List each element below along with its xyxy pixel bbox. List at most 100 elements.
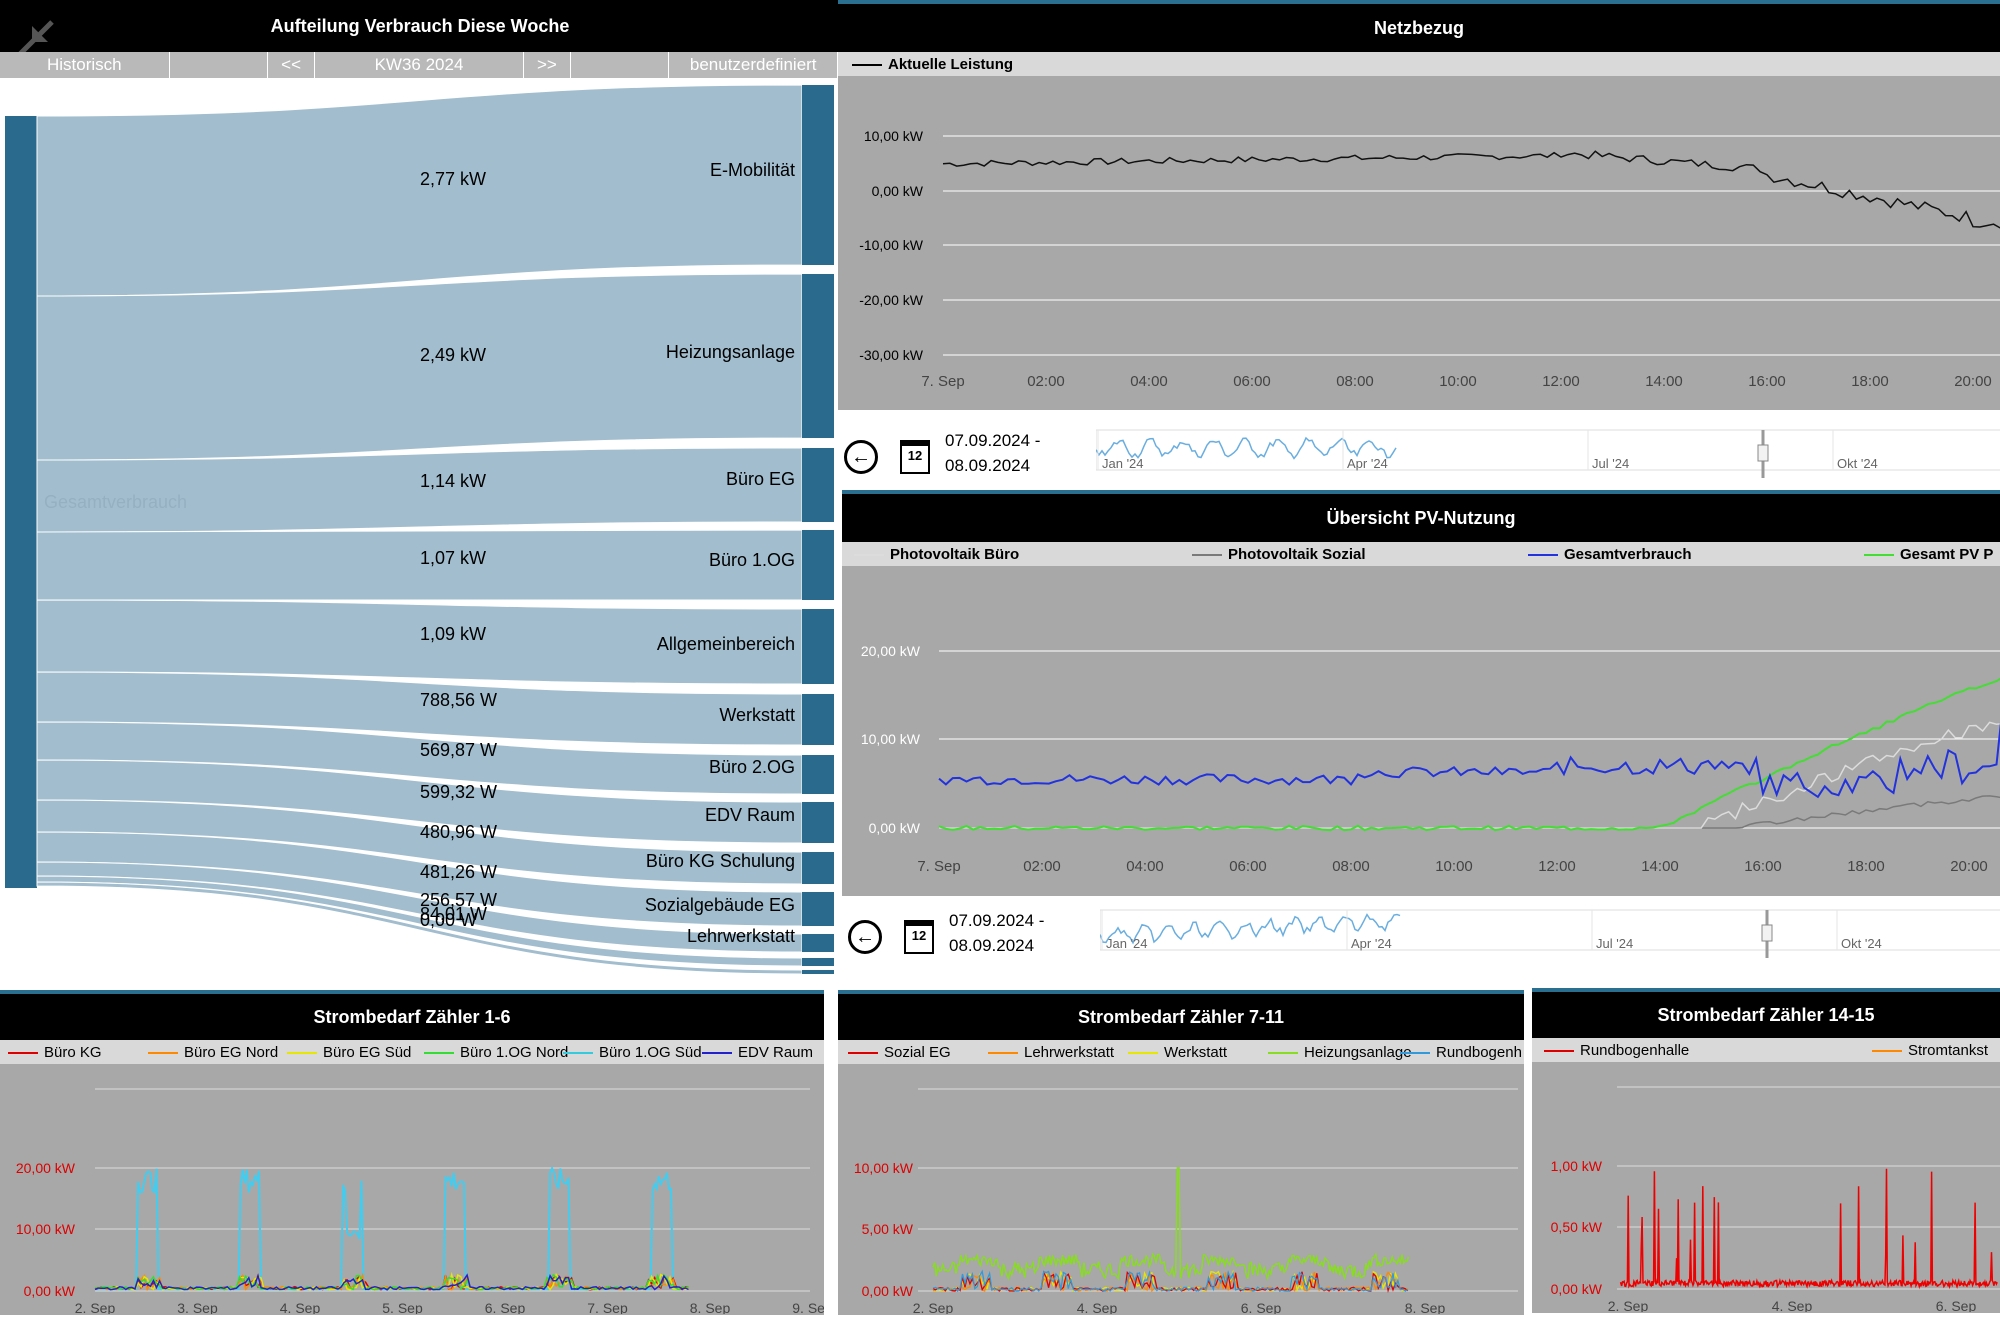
- navigator-tick-label: Apr '24: [1351, 936, 1392, 951]
- sankey-value-label: 480,96 W: [420, 822, 497, 842]
- x-tick-label: 8. Sep: [690, 1300, 731, 1314]
- sankey-value-label: 2,77 kW: [420, 169, 486, 189]
- x-tick-label: 5. Sep: [382, 1300, 423, 1314]
- x-tick-label: 7. Sep: [921, 373, 964, 390]
- sankey-target-label: Büro 1.OG: [709, 550, 795, 570]
- netzbezug-panel: Netzbezug Aktuelle Leistung 10,00 kW 0,00…: [838, 0, 2000, 490]
- next-week-button[interactable]: >>: [523, 52, 572, 78]
- legend-item[interactable]: Lehrwerkstatt: [988, 1044, 1114, 1061]
- sankey-target-node: [802, 958, 834, 966]
- x-tick-label: 04:00: [1130, 373, 1168, 390]
- legend-item[interactable]: Rundbogenhalle: [1544, 1042, 1689, 1059]
- pv-navigator: ← 12 07.09.2024 -08.09.2024 Jan '24 Apr '…: [842, 900, 2000, 980]
- x-tick-label: 2. Sep: [913, 1300, 954, 1314]
- plot-area: [0, 1064, 824, 1314]
- sankey-target-label: E-Mobilität: [710, 160, 795, 180]
- z711-title: Strombedarf Zähler 7-11: [838, 990, 1524, 1040]
- pv-legend: Photovoltaik Büro Photovoltaik Sozial Ge…: [842, 542, 2000, 566]
- x-tick-label: 7. Sep: [917, 858, 960, 875]
- legend-item[interactable]: Photovoltaik Büro: [854, 546, 1019, 563]
- sankey-target-node: [802, 448, 834, 522]
- navigator-handle-grip: [1761, 924, 1773, 942]
- sankey-value-label: 1,14 kW: [420, 471, 486, 491]
- sankey-target-node: [802, 934, 834, 952]
- custom-range-button[interactable]: benutzerdefiniert: [669, 52, 839, 78]
- legend-item[interactable]: Aktuelle Leistung: [852, 56, 1013, 73]
- sankey-panel: Aufteilung Verbrauch Diese Woche Histori…: [0, 0, 840, 985]
- x-tick-label: 9. Sep: [792, 1300, 824, 1314]
- back-arrow-icon[interactable]: ←: [848, 920, 882, 954]
- netzbezug-title: Netzbezug: [838, 0, 2000, 52]
- netzbezug-legend: Aktuelle Leistung: [838, 52, 2000, 76]
- sankey-value-label: 2,49 kW: [420, 345, 486, 365]
- y-tick-label: 20,00 kW: [16, 1160, 76, 1176]
- legend-item[interactable]: Rundbogenh: [1400, 1044, 1522, 1061]
- x-tick-label: 08:00: [1332, 858, 1370, 875]
- z16-chart: 20,00 kW 10,00 kW 0,00 kW2. Sep 3. Sep 4. Se…: [0, 1064, 824, 1314]
- z1415-chart: 1,00 kW 0,50 kW 0,00 kW 2. Sep 4. Sep 6. Sep: [1532, 1062, 2000, 1312]
- legend-item[interactable]: Büro 1.OG Nord: [424, 1044, 568, 1061]
- sankey-link: [36, 273, 803, 461]
- edv-raum-line: [94, 1273, 689, 1291]
- legend-item[interactable]: Büro EG Süd: [287, 1044, 411, 1061]
- sankey-title: Aufteilung Verbrauch Diese Woche: [0, 0, 840, 52]
- rundbogenhalle-line: [1619, 1168, 1998, 1290]
- sankey-target-label: Sozialgebäude EG: [645, 895, 795, 915]
- y-tick-label: 0,50 kW: [1551, 1219, 1603, 1235]
- legend-item[interactable]: Photovoltaik Sozial: [1192, 546, 1366, 563]
- x-tick-label: 16:00: [1744, 858, 1782, 875]
- legend-item[interactable]: Sozial EG: [848, 1044, 951, 1061]
- legend-item[interactable]: Büro 1.OG Süd: [563, 1044, 702, 1061]
- netzbezug-chart: 10,00 kW 0,00 kW -10,00 kW -20,00 kW -30,00 …: [838, 76, 2000, 410]
- legend-item[interactable]: Büro KG: [8, 1044, 102, 1061]
- z16-title: Strombedarf Zähler 1-6: [0, 990, 824, 1040]
- legend-item[interactable]: Stromtankst: [1872, 1042, 1988, 1059]
- sankey-value-label: 1,09 kW: [420, 624, 486, 644]
- z1415-legend: Rundbogenhalle Stromtankst: [1532, 1038, 2000, 1062]
- calendar-icon[interactable]: 12: [900, 440, 930, 474]
- sankey-link: [36, 84, 803, 297]
- y-tick-label: 10,00 kW: [864, 128, 924, 144]
- sankey-source-node: [5, 116, 37, 888]
- navigator-tick-label: Jul '24: [1596, 936, 1633, 951]
- historisch-button[interactable]: Historisch: [0, 52, 170, 78]
- navigator-bg: [1100, 909, 2000, 951]
- navigator-chart[interactable]: Jan '24 Apr '24 Jul '24 Okt '24: [1096, 420, 2000, 490]
- legend-item[interactable]: Gesamtverbrauch: [1528, 546, 1692, 563]
- legend-item[interactable]: EDV Raum: [702, 1044, 813, 1061]
- y-tick-label: 10,00 kW: [16, 1221, 76, 1237]
- sankey-target-label: Werkstatt: [719, 705, 795, 725]
- plot-area: [1532, 1062, 2000, 1312]
- date-range[interactable]: 07.09.2024 -08.09.2024: [945, 431, 1041, 475]
- x-tick-label: 20:00: [1950, 858, 1988, 875]
- x-tick-label: 12:00: [1538, 858, 1576, 875]
- legend-item[interactable]: Gesamt PV P: [1864, 546, 1993, 563]
- y-tick-label: 0,00 kW: [869, 820, 921, 836]
- calendar-icon[interactable]: 12: [904, 920, 934, 954]
- sankey-value-label: 84,01 W: [420, 904, 487, 924]
- y-tick-label: 0,00 kW: [862, 1283, 914, 1299]
- legend-item[interactable]: Heizungsanlage: [1268, 1044, 1412, 1061]
- date-range[interactable]: 07.09.2024 -08.09.2024: [949, 911, 1045, 955]
- back-arrow-icon[interactable]: ←: [844, 440, 878, 474]
- z711-chart: 10,00 kW 5,00 kW 0,00 kW2. Sep 4. Sep 6. Sep…: [838, 1064, 1524, 1314]
- y-tick-label: -20,00 kW: [859, 292, 924, 308]
- sankey-value-label: 0,00 W: [420, 910, 477, 930]
- x-tick-label: 4. Sep: [280, 1300, 321, 1314]
- plot-area: [838, 76, 2000, 410]
- navigator-tick-label: Apr '24: [1347, 456, 1388, 471]
- x-tick-label: 6. Sep: [1241, 1300, 1282, 1314]
- navigator-chart[interactable]: Jan '24 Apr '24 Jul '24 Okt '24: [1100, 900, 2000, 970]
- x-tick-label: 08:00: [1336, 373, 1374, 390]
- x-tick-label: 3. Sep: [177, 1300, 218, 1314]
- z16-legend: Büro KG Büro EG Nord Büro EG Süd Büro 1.…: [0, 1040, 824, 1064]
- sankey-target-label: Lehrwerkstatt: [687, 926, 795, 946]
- sankey-target-node: [802, 755, 834, 794]
- legend-item[interactable]: Werkstatt: [1128, 1044, 1227, 1061]
- legend-item[interactable]: Büro EG Nord: [148, 1044, 278, 1061]
- sankey-target-label: Büro 2.OG: [709, 757, 795, 777]
- z711-panel: Strombedarf Zähler 7-11 Sozial EG Lehrwe…: [838, 990, 1524, 1315]
- prev-week-button[interactable]: <<: [267, 52, 316, 78]
- x-tick-label: 2. Sep: [75, 1300, 116, 1314]
